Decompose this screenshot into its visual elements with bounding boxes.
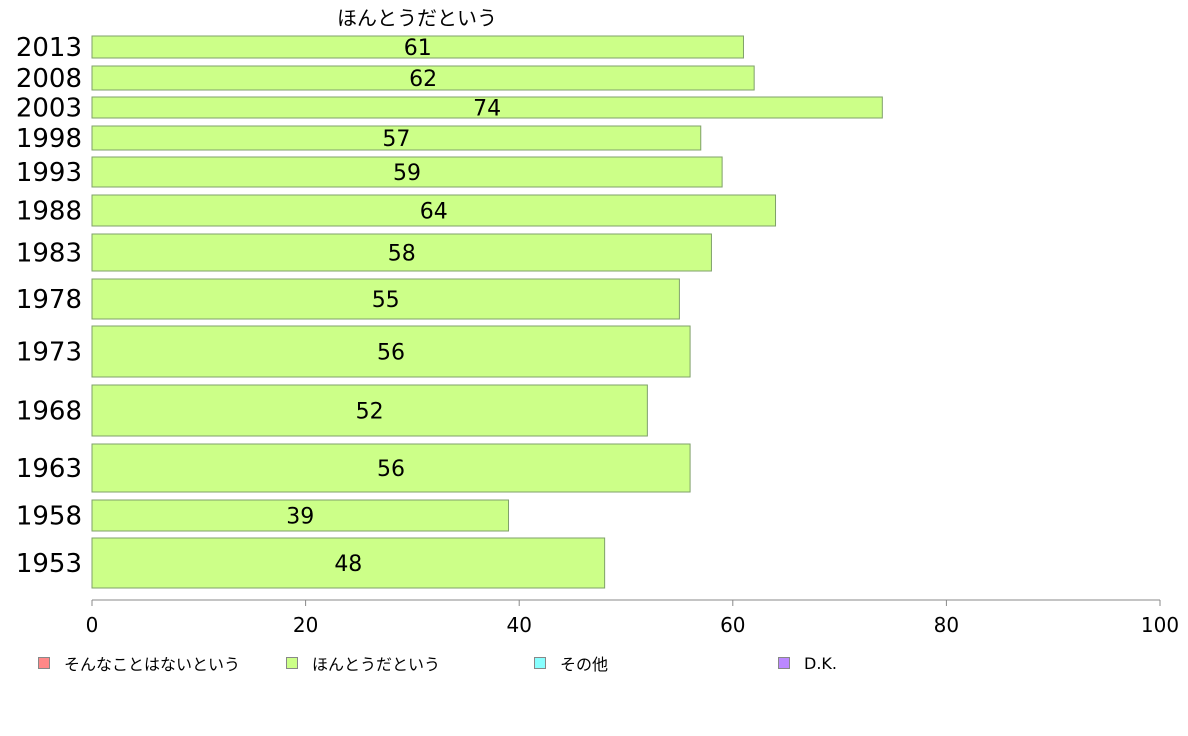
category-label: 2003 [16,94,82,124]
bar-value-label: 74 [473,97,501,122]
category-label: 2013 [16,33,82,63]
bar-1998 [91,125,702,151]
legend-item: その他 [534,650,608,676]
bar-value-label: 56 [377,457,405,482]
category-label: 1988 [16,197,82,227]
legend-swatch [286,657,298,669]
bar-value-label: 52 [356,400,384,425]
bar-value-label: 56 [377,341,405,366]
category-label: 1968 [16,397,82,427]
bar-1978 [91,278,680,320]
bar-1958 [91,499,510,532]
legend-item: D.K. [778,650,837,676]
category-label: 1978 [16,285,82,315]
bar-1988 [91,194,777,227]
legend-swatch [534,657,546,669]
bar-value-label: 58 [388,242,416,267]
bar-value-label: 57 [382,127,410,152]
bar-2008 [91,65,755,91]
x-tick-label: 80 [934,613,959,637]
x-tick-label: 40 [506,613,531,637]
category-label: 2008 [16,64,82,94]
bar-1968 [91,384,648,437]
x-tick-label: 20 [293,613,318,637]
x-tick-label: 0 [86,613,99,637]
x-tick-label: 60 [720,613,745,637]
bar-1983 [91,233,712,272]
category-label: 1998 [16,124,82,154]
category-label: 1993 [16,158,82,188]
legend-swatch [778,657,790,669]
category-label: 1973 [16,338,82,368]
bar-value-label: 39 [286,505,314,530]
bar-value-label: 64 [420,200,448,225]
legend-label: その他 [560,655,609,674]
bar-1973 [91,325,691,378]
bar-value-label: 48 [334,552,362,577]
bar-2013 [91,35,744,59]
category-label: 1953 [16,549,82,579]
legend-swatch [38,657,50,669]
x-tick-label: 100 [1141,613,1179,637]
bar-1953 [91,537,606,589]
bar-value-label: 55 [372,288,400,313]
bar-value-label: 59 [393,161,421,186]
legend: そんなことはないという ほんとうだという その他 D.K. [0,650,1188,680]
legend-item: ほんとうだという [286,650,440,676]
category-label: 1958 [16,502,82,532]
category-label: 1963 [16,454,82,484]
bar-value-label: 61 [404,36,432,61]
series-header-label: ほんとうだという [337,6,497,30]
legend-label: ほんとうだという [312,655,441,674]
bar-1963 [91,443,691,493]
bar-value-label: 62 [409,67,437,92]
bar-1993 [91,156,723,188]
bar-2003 [91,96,883,119]
legend-label: D.K. [804,653,837,673]
legend-label: そんなことはないという [64,655,241,674]
legend-item: そんなことはないという [38,650,240,676]
category-label: 1983 [16,239,82,269]
